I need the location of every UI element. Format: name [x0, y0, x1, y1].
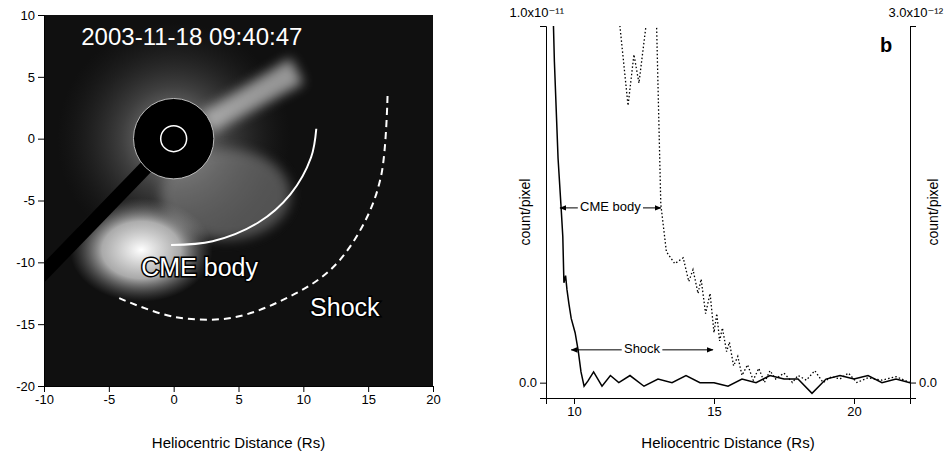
tick-mark	[38, 386, 44, 387]
annotation: CME body	[141, 253, 258, 281]
tick-mark	[38, 262, 44, 263]
series-line	[610, 26, 910, 383]
image-title: 2003-11-18 09:40:47	[81, 23, 302, 50]
tick-label: 0.0	[919, 375, 937, 390]
tick-mark	[239, 386, 240, 392]
tick-label: 5	[28, 69, 35, 84]
cme-bright	[70, 198, 213, 302]
axis-line	[540, 27, 547, 399]
tick-mark	[38, 77, 44, 78]
plot-area	[552, 26, 910, 393]
tick-label: 15	[361, 392, 375, 407]
tick-mark	[910, 383, 916, 384]
tick: 0	[28, 131, 44, 146]
tick-label: 0.0	[519, 375, 537, 390]
tick: 15	[361, 386, 375, 407]
tick-mark	[109, 386, 110, 392]
tick-label: -15	[16, 317, 35, 332]
streamer	[200, 58, 304, 132]
tick-label: 10	[297, 392, 311, 407]
tick-label: -10	[35, 392, 54, 407]
tick-label: 5	[235, 392, 242, 407]
tick: 5	[28, 69, 44, 84]
tick-mark	[540, 26, 546, 27]
tick-label: -20	[16, 379, 35, 394]
panel-label: b	[880, 34, 892, 56]
tick: 0	[171, 386, 178, 407]
tick-label: 3.0x10⁻¹²	[888, 5, 943, 20]
axis: -10 -5 0 5 10 15 20	[35, 386, 441, 407]
sun-disk	[161, 126, 187, 152]
y-axis-title: count/pixel	[517, 179, 533, 246]
tick-mark	[38, 139, 44, 140]
tick-mark	[174, 386, 175, 392]
tick-label: -10	[16, 255, 35, 270]
tick-mark	[540, 383, 546, 384]
tick: -20	[16, 379, 44, 394]
annotation-arrow	[560, 207, 578, 208]
axis-line	[38, 16, 45, 387]
axis-line	[547, 399, 911, 405]
tick-mark	[38, 324, 44, 325]
tick: 5	[235, 386, 242, 407]
tick: 3.0x10⁻¹²	[888, 5, 943, 27]
tick: -10	[35, 386, 54, 407]
tick-label: 20	[426, 392, 440, 407]
annotation: Shock	[310, 293, 380, 321]
y2-axis-title: count/pixel	[925, 179, 941, 246]
tick: 10	[297, 386, 311, 407]
tick-label: -5	[23, 193, 35, 208]
axis-line	[911, 27, 917, 399]
tick-mark	[574, 398, 575, 404]
axis: -20 -15 -10 -5 0 5 10	[16, 8, 44, 394]
tick-mark	[368, 386, 369, 392]
tick: -10	[16, 255, 44, 270]
tick-mark	[38, 15, 44, 16]
x-axis-title: Heliocentric Distance (Rs)	[641, 434, 814, 451]
tick: -5	[104, 386, 116, 407]
tick: -5	[23, 193, 44, 208]
tick-mark	[38, 201, 44, 202]
shock-front	[119, 93, 387, 320]
annotation: CME body	[580, 199, 641, 214]
axis: 0.0 1.0x10⁻¹¹	[509, 5, 564, 399]
tick-label: 0	[171, 392, 178, 407]
axis-line	[45, 387, 434, 393]
annotation: Shock	[624, 341, 661, 356]
x-axis-title: Heliocentric Distance (Rs)	[152, 434, 325, 451]
tick: 1.0x10⁻¹¹	[509, 5, 564, 27]
tick: 0.0	[519, 375, 546, 390]
image-panel	[44, 15, 433, 386]
tick-label: -5	[104, 392, 116, 407]
figure: -10 -5 0 5 10 15 20 -20 -15 -10 -5 0 5 10 2003-11-18 0…	[0, 0, 947, 459]
axis: 10 15 20	[547, 398, 911, 419]
tick-label: 0	[28, 131, 35, 146]
tick-label: 10	[21, 8, 35, 23]
tick-mark	[854, 398, 855, 404]
tick: 10	[21, 8, 44, 23]
annotation-arrow	[571, 349, 622, 350]
tick-mark	[910, 26, 916, 27]
tick-mark	[433, 386, 434, 392]
annotation-arrow	[643, 207, 661, 208]
tick-label: 20	[847, 404, 861, 419]
tick: 10	[567, 398, 581, 419]
tick-mark	[303, 386, 304, 392]
series-line	[552, 26, 910, 393]
tick: 15	[707, 398, 721, 419]
tick: 20	[847, 398, 861, 419]
tick-label: 15	[707, 404, 721, 419]
tick-mark	[714, 398, 715, 404]
cme-front	[171, 129, 316, 245]
occulter	[133, 98, 213, 178]
annotation-arrow	[662, 349, 713, 350]
axis: 0.0 3.0x10⁻¹²	[888, 5, 943, 399]
tick-label: 1.0x10⁻¹¹	[509, 5, 564, 20]
tick: 0.0	[910, 375, 937, 390]
image-background	[44, 15, 433, 386]
tick: -15	[16, 317, 44, 332]
tick: 20	[426, 386, 440, 407]
tick-label: 10	[567, 404, 581, 419]
